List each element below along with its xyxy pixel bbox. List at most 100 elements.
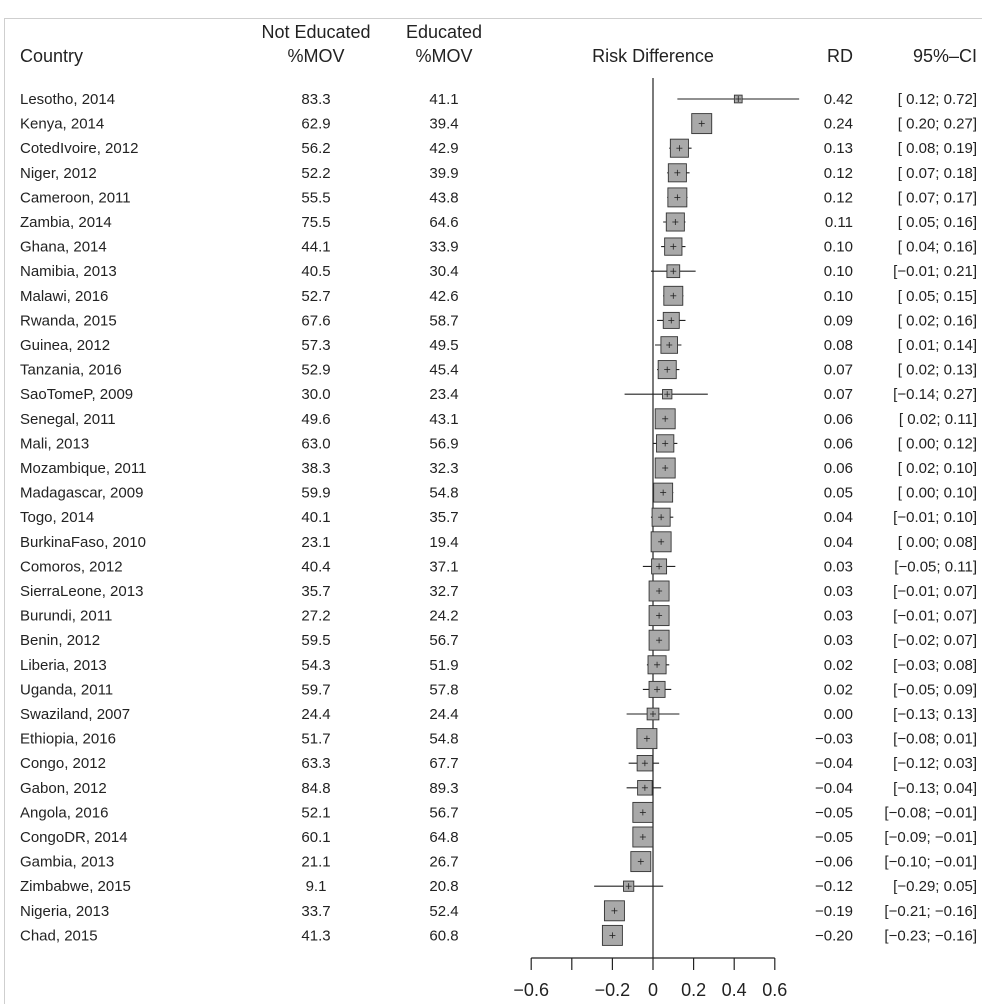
table-row: Tanzania, 2016 52.9 45.4 0.07 [ 0.02; 0.13] bbox=[20, 362, 977, 379]
rd-value: 0.11 bbox=[825, 214, 853, 231]
figure-frame bbox=[4, 18, 982, 1004]
ci-value: [−0.10; −0.01] bbox=[884, 854, 977, 871]
table-row: Chad, 2015 41.3 60.8 −0.20 [−0.23; −0.16] bbox=[20, 927, 977, 944]
rd-value: −0.19 bbox=[815, 903, 853, 920]
header-risk-difference: Risk Difference bbox=[592, 46, 714, 66]
not-educated-value: 24.4 bbox=[301, 706, 330, 723]
rd-value: 0.03 bbox=[824, 632, 853, 649]
rd-value: 0.12 bbox=[824, 165, 853, 182]
table-row: Madagascar, 2009 59.9 54.8 0.05 [ 0.00; 0.10… bbox=[20, 485, 977, 502]
not-educated-value: 55.5 bbox=[301, 189, 330, 206]
rd-value: 0.04 bbox=[824, 534, 853, 551]
educated-value: 56.9 bbox=[429, 435, 458, 452]
educated-value: 42.6 bbox=[429, 288, 458, 305]
educated-value: 37.1 bbox=[429, 558, 458, 575]
country-label: Swaziland, 2007 bbox=[20, 706, 130, 723]
educated-value: 24.4 bbox=[429, 706, 458, 723]
table-row: Nigeria, 2013 33.7 52.4 −0.19 [−0.21; −0.16] bbox=[20, 903, 977, 920]
table-row: SierraLeone, 2013 35.7 32.7 0.03 [−0.01; 0.0… bbox=[20, 583, 977, 600]
not-educated-value: 60.1 bbox=[301, 829, 330, 846]
country-label: Liberia, 2013 bbox=[20, 657, 107, 674]
country-label: Benin, 2012 bbox=[20, 632, 100, 649]
not-educated-value: 41.3 bbox=[301, 927, 330, 944]
ci-value: [ 0.07; 0.17] bbox=[898, 189, 977, 206]
table-row: Ethiopia, 2016 51.7 54.8 −0.03 [−0.08; 0.01] bbox=[20, 731, 977, 748]
educated-value: 32.7 bbox=[429, 583, 458, 600]
table-row: Gambia, 2013 21.1 26.7 −0.06 [−0.10; −0.01] bbox=[20, 854, 977, 871]
ci-value: [−0.14; 0.27] bbox=[893, 386, 977, 403]
educated-value: 64.8 bbox=[429, 829, 458, 846]
educated-value: 43.1 bbox=[429, 411, 458, 428]
table-row: Benin, 2012 59.5 56.7 0.03 [−0.02; 0.07] bbox=[20, 632, 977, 649]
educated-value: 52.4 bbox=[429, 903, 458, 920]
rd-value: 0.03 bbox=[824, 608, 853, 625]
country-label: Congo, 2012 bbox=[20, 755, 106, 772]
educated-value: 49.5 bbox=[429, 337, 458, 354]
rd-value: −0.12 bbox=[815, 878, 853, 895]
not-educated-value: 40.1 bbox=[301, 509, 330, 526]
table-row: Swaziland, 2007 24.4 24.4 0.00 [−0.13; 0.13] bbox=[20, 706, 977, 723]
ci-value: [ 0.12; 0.72] bbox=[898, 91, 977, 108]
ci-value: [ 0.05; 0.16] bbox=[898, 214, 977, 231]
not-educated-value: 27.2 bbox=[301, 608, 330, 625]
country-label: BurkinaFaso, 2010 bbox=[20, 534, 146, 551]
ci-value: [ 0.07; 0.18] bbox=[898, 165, 977, 182]
ci-value: [−0.02; 0.07] bbox=[893, 632, 977, 649]
not-educated-value: 44.1 bbox=[301, 239, 330, 256]
educated-value: 67.7 bbox=[429, 755, 458, 772]
not-educated-value: 54.3 bbox=[301, 657, 330, 674]
rd-value: 0.08 bbox=[824, 337, 853, 354]
country-label: Togo, 2014 bbox=[20, 509, 94, 526]
educated-value: 41.1 bbox=[429, 91, 458, 108]
ci-value: [−0.08; 0.01] bbox=[893, 731, 977, 748]
rd-value: −0.03 bbox=[815, 731, 853, 748]
ci-value: [−0.13; 0.04] bbox=[893, 780, 977, 797]
country-label: Gabon, 2012 bbox=[20, 780, 107, 797]
x-tick-label: 0 bbox=[648, 980, 658, 1000]
rd-value: −0.06 bbox=[815, 854, 853, 871]
educated-value: 26.7 bbox=[429, 854, 458, 871]
x-tick-label: −0.6 bbox=[513, 980, 549, 1000]
country-label: Namibia, 2013 bbox=[20, 263, 117, 280]
not-educated-value: 49.6 bbox=[301, 411, 330, 428]
x-tick-label: −0.2 bbox=[595, 980, 631, 1000]
country-label: Ghana, 2014 bbox=[20, 239, 107, 256]
educated-value: 20.8 bbox=[429, 878, 458, 895]
educated-value: 35.7 bbox=[429, 509, 458, 526]
educated-value: 54.8 bbox=[429, 485, 458, 502]
not-educated-value: 56.2 bbox=[301, 140, 330, 157]
rd-value: 0.05 bbox=[824, 485, 853, 502]
table-row: CongoDR, 2014 60.1 64.8 −0.05 [−0.09; −0.01] bbox=[20, 829, 977, 846]
country-label: Niger, 2012 bbox=[20, 165, 97, 182]
ci-value: [ 0.00; 0.10] bbox=[898, 485, 977, 502]
not-educated-value: 21.1 bbox=[301, 854, 330, 871]
not-educated-value: 59.5 bbox=[301, 632, 330, 649]
country-label: Angola, 2016 bbox=[20, 804, 108, 821]
not-educated-value: 9.1 bbox=[306, 878, 327, 895]
country-label: Comoros, 2012 bbox=[20, 558, 123, 575]
country-label: Zambia, 2014 bbox=[20, 214, 112, 231]
table-row: Mali, 2013 63.0 56.9 0.06 [ 0.00; 0.12] bbox=[20, 435, 977, 452]
country-label: Rwanda, 2015 bbox=[20, 312, 117, 329]
educated-value: 56.7 bbox=[429, 632, 458, 649]
table-row: Cameroon, 2011 55.5 43.8 0.12 [ 0.07; 0.17] bbox=[20, 189, 977, 206]
ci-value: [ 0.08; 0.19] bbox=[898, 140, 977, 157]
rd-value: −0.20 bbox=[815, 927, 853, 944]
table-row: BurkinaFaso, 2010 23.1 19.4 0.04 [ 0.00; 0.0… bbox=[20, 534, 977, 551]
not-educated-value: 52.9 bbox=[301, 362, 330, 379]
rd-value: −0.05 bbox=[815, 804, 853, 821]
not-educated-value: 52.2 bbox=[301, 165, 330, 182]
rd-value: 0.06 bbox=[824, 435, 853, 452]
rd-value: 0.03 bbox=[824, 558, 853, 575]
educated-value: 39.9 bbox=[429, 165, 458, 182]
rd-value: 0.12 bbox=[824, 189, 853, 206]
ci-value: [ 0.02; 0.11] bbox=[899, 411, 977, 428]
not-educated-value: 33.7 bbox=[301, 903, 330, 920]
country-label: Uganda, 2011 bbox=[20, 681, 113, 698]
ci-value: [ 0.20; 0.27] bbox=[898, 116, 977, 133]
ci-value: [ 0.00; 0.12] bbox=[898, 435, 977, 452]
country-label: Cameroon, 2011 bbox=[20, 189, 131, 206]
not-educated-value: 40.5 bbox=[301, 263, 330, 280]
header-rd: RD bbox=[827, 46, 853, 66]
rd-value: −0.04 bbox=[815, 780, 853, 797]
